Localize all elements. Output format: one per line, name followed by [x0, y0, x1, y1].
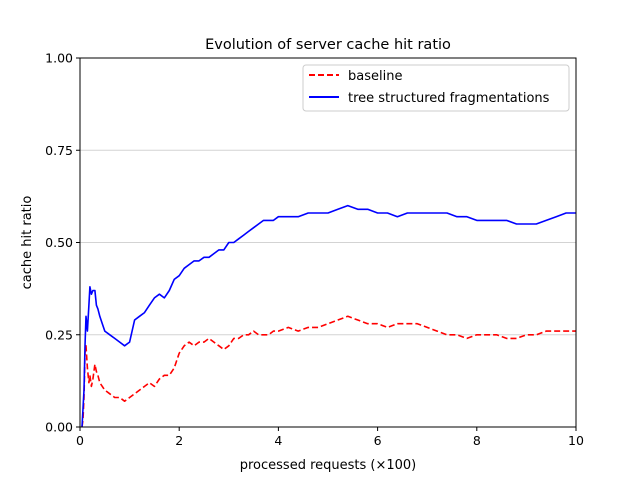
y-axis-label: cache hit ratio [20, 196, 35, 290]
x-tick-label: 6 [374, 433, 382, 448]
y-axis: 0.00 0.25 0.50 0.75 1.00 [45, 51, 80, 435]
legend-box [302, 64, 570, 112]
x-tick-label: 10 [568, 433, 584, 448]
y-tick-label: 0.50 [45, 235, 73, 250]
legend-label-tree-structured-fragmentations: tree structured fragmentations [348, 91, 550, 106]
chart-title: Evolution of server cache hit ratio [205, 37, 451, 53]
y-tick-label: 0.75 [45, 143, 73, 158]
y-tick-label: 1.00 [45, 51, 73, 66]
legend-label-baseline: baseline [348, 69, 402, 84]
x-tick-label: 8 [473, 433, 481, 448]
y-tick-label: 0.00 [45, 420, 73, 435]
legend: baseline tree structured fragmentations [302, 64, 570, 112]
series-layer [81, 204, 576, 428]
x-tick-label: 2 [175, 433, 183, 448]
series-line-baseline [81, 315, 576, 428]
y-tick-label: 0.25 [45, 327, 73, 342]
x-axis: 0 2 4 6 8 10 [76, 427, 584, 448]
grid [80, 149, 576, 336]
series-line-tree-structured-fragmentations [81, 204, 576, 428]
x-tick-label: 0 [76, 433, 84, 448]
x-tick-label: 4 [274, 433, 282, 448]
x-axis-label: processed requests (×100) [240, 458, 417, 473]
